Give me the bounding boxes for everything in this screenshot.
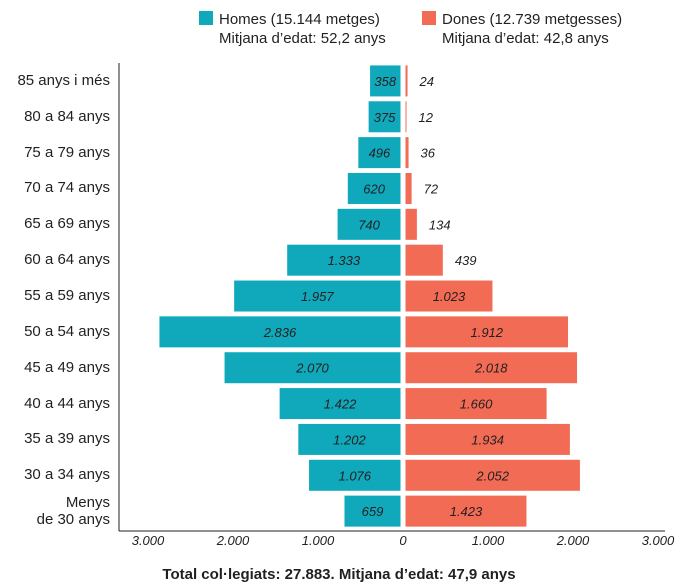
footer-total: Total col·legiats: 27.883. Mitjana d’eda… bbox=[162, 566, 516, 583]
bar-label-women: 1.934 bbox=[471, 432, 504, 447]
bar-men bbox=[337, 208, 401, 240]
bar-label-men: 1.957 bbox=[301, 289, 334, 304]
bar-women bbox=[405, 388, 547, 420]
legend-women-label: Dones (12.739 metgesses) bbox=[442, 11, 623, 28]
y-tick-label: 85 anys i més bbox=[17, 71, 110, 89]
x-tick-label: 3.000 bbox=[131, 533, 165, 548]
legend-men: Homes (15.144 metges) Mitjana d’edat: 52… bbox=[199, 10, 386, 48]
legend-women-swatch bbox=[422, 11, 436, 25]
legend-women-average-age: Mitjana d’edat: 42,8 anys bbox=[442, 30, 609, 47]
bar-women bbox=[405, 280, 493, 312]
bar-men bbox=[234, 280, 401, 312]
bar-label-women: 134 bbox=[429, 217, 451, 232]
bar-women bbox=[405, 101, 407, 133]
bar-label-women: 1.660 bbox=[460, 397, 493, 412]
bar-label-women: 72 bbox=[424, 181, 439, 196]
x-tick-label: 0 bbox=[399, 533, 407, 548]
bar-men bbox=[370, 65, 401, 97]
y-tick-label: 55 a 59 anys bbox=[24, 287, 110, 305]
bar-label-women: 36 bbox=[421, 146, 436, 161]
bar-men bbox=[309, 459, 401, 491]
y-tick-label: 65 a 69 anys bbox=[24, 215, 110, 233]
bar-men bbox=[368, 101, 401, 133]
bar-label-men: 1.333 bbox=[328, 253, 361, 268]
bar-label-men: 1.202 bbox=[333, 432, 366, 447]
bar-label-women: 24 bbox=[419, 74, 434, 89]
bar-label-women: 1.912 bbox=[470, 325, 503, 340]
bar-women bbox=[405, 65, 408, 97]
legend-men-average-age: Mitjana d’edat: 52,2 anys bbox=[219, 30, 386, 47]
bar-women bbox=[405, 137, 409, 169]
y-tick-label: Menys de 30 anys bbox=[36, 494, 110, 529]
bar-label-men: 2.836 bbox=[263, 325, 297, 340]
y-tick-label: 70 a 74 anys bbox=[24, 179, 110, 197]
x-tick-label: 3.000 bbox=[641, 533, 675, 548]
x-tick-label: 1.000 bbox=[301, 533, 335, 548]
bar-women bbox=[405, 352, 578, 384]
bar-women bbox=[405, 244, 443, 276]
bar-men bbox=[159, 316, 401, 348]
bar-women bbox=[405, 495, 527, 527]
bar-label-men: 496 bbox=[369, 146, 391, 161]
y-tick-label: 50 a 54 anys bbox=[24, 322, 110, 340]
legend-women: Dones (12.739 metgesses) Mitjana d’edat:… bbox=[422, 10, 622, 48]
bar-label-women: 2.052 bbox=[475, 468, 509, 483]
bar-label-women: 2.018 bbox=[474, 361, 508, 376]
x-tick-label: 2.000 bbox=[556, 533, 590, 548]
bar-label-men: 358 bbox=[374, 74, 396, 89]
bar-label-men: 620 bbox=[363, 181, 385, 196]
bar-men bbox=[224, 352, 401, 384]
legend-men-swatch bbox=[199, 11, 213, 25]
y-tick-label: 80 a 84 anys bbox=[24, 107, 110, 125]
bar-label-women: 1.023 bbox=[433, 289, 466, 304]
bar-label-men: 2.070 bbox=[295, 361, 329, 376]
y-tick-label: 30 a 34 anys bbox=[24, 466, 110, 484]
bar-label-men: 659 bbox=[362, 504, 384, 519]
bar-label-men: 1.422 bbox=[324, 397, 357, 412]
y-tick-label: 75 a 79 anys bbox=[24, 143, 110, 161]
bar-label-women: 1.423 bbox=[450, 504, 483, 519]
bar-label-men: 740 bbox=[358, 217, 380, 232]
y-tick-label: 45 a 49 anys bbox=[24, 358, 110, 376]
bar-women bbox=[405, 172, 412, 204]
y-tick-label: 60 a 64 anys bbox=[24, 251, 110, 269]
bar-men bbox=[344, 495, 401, 527]
x-tick-label: 1.000 bbox=[471, 533, 505, 548]
legend-men-label: Homes (15.144 metges) bbox=[219, 11, 380, 28]
bar-label-men: 375 bbox=[374, 110, 396, 125]
bar-women bbox=[405, 423, 570, 455]
bar-label-women: 12 bbox=[419, 110, 434, 125]
x-tick-label: 2.000 bbox=[216, 533, 250, 548]
y-tick-label: 40 a 44 anys bbox=[24, 394, 110, 412]
bar-men bbox=[358, 137, 401, 169]
bar-men bbox=[347, 172, 401, 204]
bar-women bbox=[405, 459, 580, 491]
bar-women bbox=[405, 208, 417, 240]
bar-men bbox=[279, 388, 401, 420]
bar-label-women: 439 bbox=[455, 253, 477, 268]
bar-men bbox=[298, 423, 401, 455]
y-tick-label: 35 a 39 anys bbox=[24, 430, 110, 448]
bar-women bbox=[405, 316, 569, 348]
bar-men bbox=[287, 244, 401, 276]
bar-label-men: 1.076 bbox=[338, 468, 371, 483]
